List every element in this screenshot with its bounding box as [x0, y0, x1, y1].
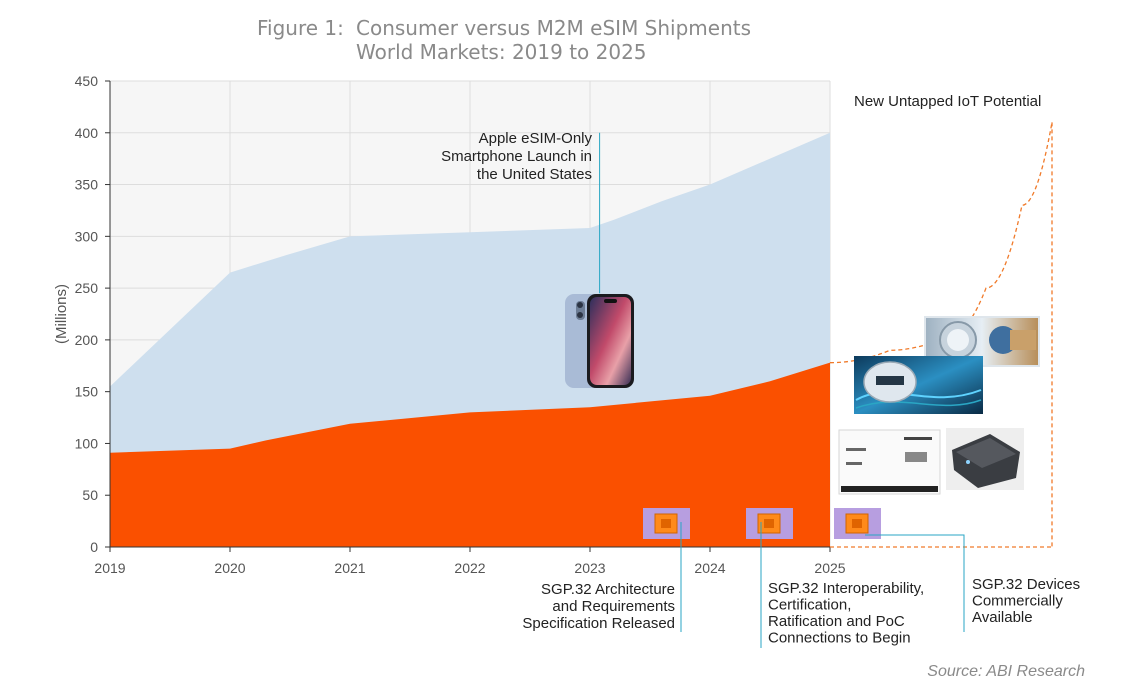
y-tick-label: 450	[75, 73, 99, 89]
annotation-line: SGP.32 Devices	[972, 576, 1080, 593]
annotation-line: and Requirements	[552, 598, 675, 615]
iot-potential-dashed-curve	[829, 122, 1053, 364]
annotation-line: Certification,	[768, 597, 851, 614]
y-tick-label: 300	[75, 228, 99, 244]
figure-number: Figure 1:	[257, 16, 344, 40]
y-tick-label: 250	[75, 280, 99, 296]
annotation-line: the United States	[477, 166, 592, 183]
y-tick-label: 350	[75, 177, 99, 193]
chip-icon-devices	[834, 508, 881, 539]
x-tick-label: 2025	[814, 560, 845, 576]
iot-potential-label: New Untapped IoT Potential	[854, 93, 1041, 110]
annotation-line: Apple eSIM-Only	[479, 130, 593, 147]
x-tick-label: 2021	[334, 560, 365, 576]
x-tick-label: 2022	[454, 560, 485, 576]
m2m-series-area	[110, 362, 830, 547]
source-credit: Source: ABI Research	[927, 663, 1085, 680]
chart-title: Consumer versus M2M eSIM Shipments	[356, 16, 751, 40]
smartphone-icon	[565, 294, 634, 388]
axes	[105, 80, 831, 552]
x-tick-label: 2019	[94, 560, 125, 576]
sgp32-interoperability-annotation: SGP.32 Interoperability,Certification,Ra…	[768, 580, 924, 647]
y-tick-label: 50	[82, 487, 98, 503]
x-tick-label: 2023	[574, 560, 605, 576]
annotation-line: Specification Released	[522, 615, 675, 632]
annotation-line: Commercially	[972, 593, 1063, 610]
chip-icon-architecture	[643, 508, 690, 539]
x-tick-label: 2024	[694, 560, 725, 576]
annotation-line: Connections to Begin	[768, 630, 911, 647]
smart-label-image	[838, 429, 941, 495]
sgp32-devices-line	[865, 534, 965, 632]
y-tick-label: 0	[90, 539, 98, 555]
y-tick-label: 100	[75, 435, 99, 451]
y-tick-labels: 0 50 100 150 200 250 300 350 400 450	[75, 73, 99, 555]
y-tick-label: 150	[75, 384, 99, 400]
y-tick-label: 400	[75, 125, 99, 141]
annotation-line: Available	[972, 609, 1033, 626]
x-tick-label: 2020	[214, 560, 245, 576]
annotation-line: Smartphone Launch in	[441, 148, 592, 165]
x-tick-labels: 2019 2020 2021 2022 2023 2024 2025	[94, 560, 845, 576]
y-tick-label: 200	[75, 332, 99, 348]
smart-meter-image	[854, 356, 983, 414]
annotation-line: Ratification and PoC	[768, 613, 905, 630]
annotation-line: SGP.32 Architecture	[541, 581, 675, 598]
annotation-line: SGP.32 Interoperability,	[768, 580, 924, 597]
sgp32-marker-lines	[680, 522, 965, 648]
y-axis-label: (Millions)	[53, 284, 70, 344]
chip-icon-interoperability	[746, 508, 793, 539]
tracker-device-image	[946, 428, 1024, 490]
chart-subtitle: World Markets: 2019 to 2025	[356, 40, 647, 64]
